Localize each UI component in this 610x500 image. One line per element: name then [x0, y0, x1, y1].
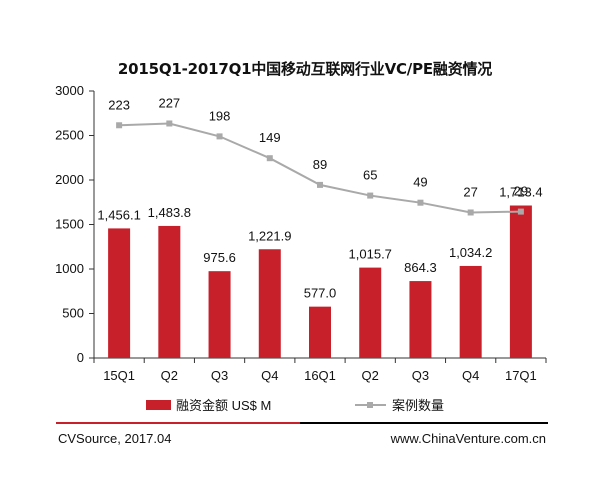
x-tick-label: Q3	[211, 368, 228, 383]
bar-value-label: 577.0	[304, 286, 337, 301]
bar	[309, 306, 331, 358]
y-tick-label: 3000	[55, 83, 84, 98]
website-link: www.ChinaVenture.com.cn	[390, 431, 546, 446]
y-tick-label: 2000	[55, 172, 84, 187]
line-value-label: 89	[313, 157, 327, 172]
x-tick-label: Q2	[161, 368, 178, 383]
y-tick-label: 2500	[55, 128, 84, 143]
bar-value-label: 1,483.8	[148, 205, 191, 220]
legend-swatch-marker	[367, 402, 373, 408]
bar	[359, 267, 382, 358]
line-value-label: 198	[209, 108, 231, 123]
x-tick-label: Q3	[412, 368, 429, 383]
line-point	[417, 199, 424, 206]
line-series	[116, 120, 524, 216]
bar-value-label: 975.6	[203, 250, 236, 265]
line-value-label: 227	[158, 95, 180, 110]
y-tick-label: 1000	[55, 261, 84, 276]
bar	[409, 281, 432, 358]
legend: 融资金额 US$ M 案例数量	[146, 398, 444, 413]
line-point	[266, 155, 273, 162]
legend-label-line: 案例数量	[392, 398, 444, 413]
bar	[108, 228, 131, 358]
bar-value-label: 1,456.1	[97, 207, 140, 222]
y-axis: 0 500 1000 1500 2000 2500 3000	[55, 83, 95, 365]
line-point	[517, 208, 524, 215]
line-point	[317, 181, 323, 188]
y-tick-label: 1500	[55, 217, 84, 232]
legend-swatch-bar	[146, 400, 171, 410]
bar-value-label: 864.3	[404, 260, 437, 275]
x-tick-label: 15Q1	[103, 368, 135, 383]
x-axis: 15Q1 Q2 Q3 Q4 16Q1 Q2 Q3 Q4 17Q1	[93, 357, 547, 383]
line-value-label: 29	[514, 184, 528, 199]
x-tick-label: 16Q1	[304, 368, 336, 383]
bar-series	[108, 205, 532, 358]
x-tick-label: Q4	[261, 368, 278, 383]
bar	[509, 205, 532, 358]
line-value-label: 27	[463, 184, 477, 199]
line-point	[467, 209, 474, 216]
bar-value-label: 1,221.9	[248, 228, 291, 243]
bar	[158, 225, 181, 358]
line-value-label: 65	[363, 168, 377, 183]
line-point	[116, 122, 123, 129]
chart-title: 2015Q1-2017Q1中国移动互联网行业VC/PE融资情况	[117, 60, 493, 78]
line-value-label: 223	[108, 97, 130, 112]
x-tick-label: Q4	[462, 368, 479, 383]
data-labels: 1,456.1 1,483.8 975.6 1,221.9 577.0 1,015.7 86…	[97, 95, 542, 300]
x-tick-label: Q2	[362, 368, 379, 383]
bar-value-label: 1,015.7	[349, 247, 392, 262]
line-value-label: 49	[413, 175, 427, 190]
y-tick-label: 0	[77, 350, 84, 365]
bar	[208, 271, 231, 358]
line-point	[367, 192, 374, 199]
x-tick-label: 17Q1	[505, 368, 537, 383]
bar	[258, 249, 281, 358]
bar-value-label: 1,713.4	[499, 185, 542, 200]
bar-value-label: 1,034.2	[449, 245, 492, 260]
line-point	[166, 120, 173, 127]
line-point	[216, 133, 223, 140]
line-value-label: 149	[259, 130, 281, 145]
y-tick-label: 500	[62, 306, 84, 321]
legend-label-bar: 融资金额 US$ M	[176, 398, 271, 413]
source-note: CVSource, 2017.04	[58, 431, 172, 446]
bar	[459, 265, 482, 358]
